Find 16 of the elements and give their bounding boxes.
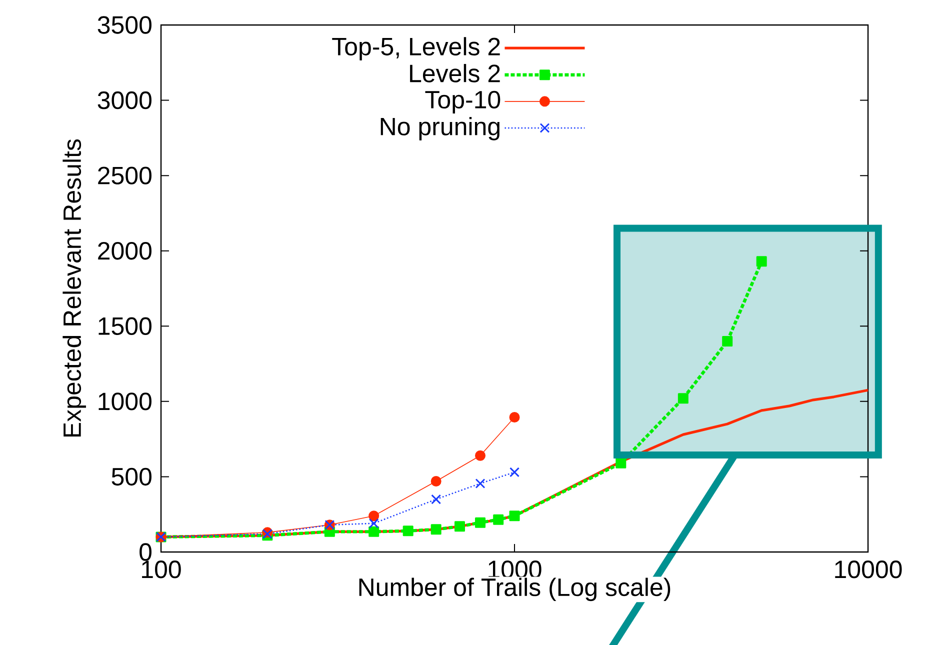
- x-tick-label: 100: [142, 560, 181, 578]
- x-tick-label: 10000: [835, 560, 902, 578]
- y-tick-label: 2500: [98, 166, 152, 184]
- y-tick-label: 0: [140, 543, 152, 561]
- x-axis-title: Number of Trails (Log scale): [359, 578, 670, 602]
- legend-label: Levels 2: [410, 64, 500, 82]
- legend-label: No pruning: [380, 117, 500, 140]
- y-tick-label: 1500: [98, 317, 152, 335]
- legend-label: Top-5, Levels 2: [332, 37, 500, 60]
- y-axis-title: Expected Relevant Results: [62, 139, 86, 437]
- y-tick-label: 1000: [98, 392, 152, 410]
- y-tick-label: 3000: [98, 91, 152, 110]
- y-tick-label: 2000: [98, 242, 152, 260]
- y-tick-label: 500: [112, 468, 152, 486]
- legend-label: Top-10: [425, 90, 500, 114]
- y-tick-label: 3500: [98, 16, 152, 34]
